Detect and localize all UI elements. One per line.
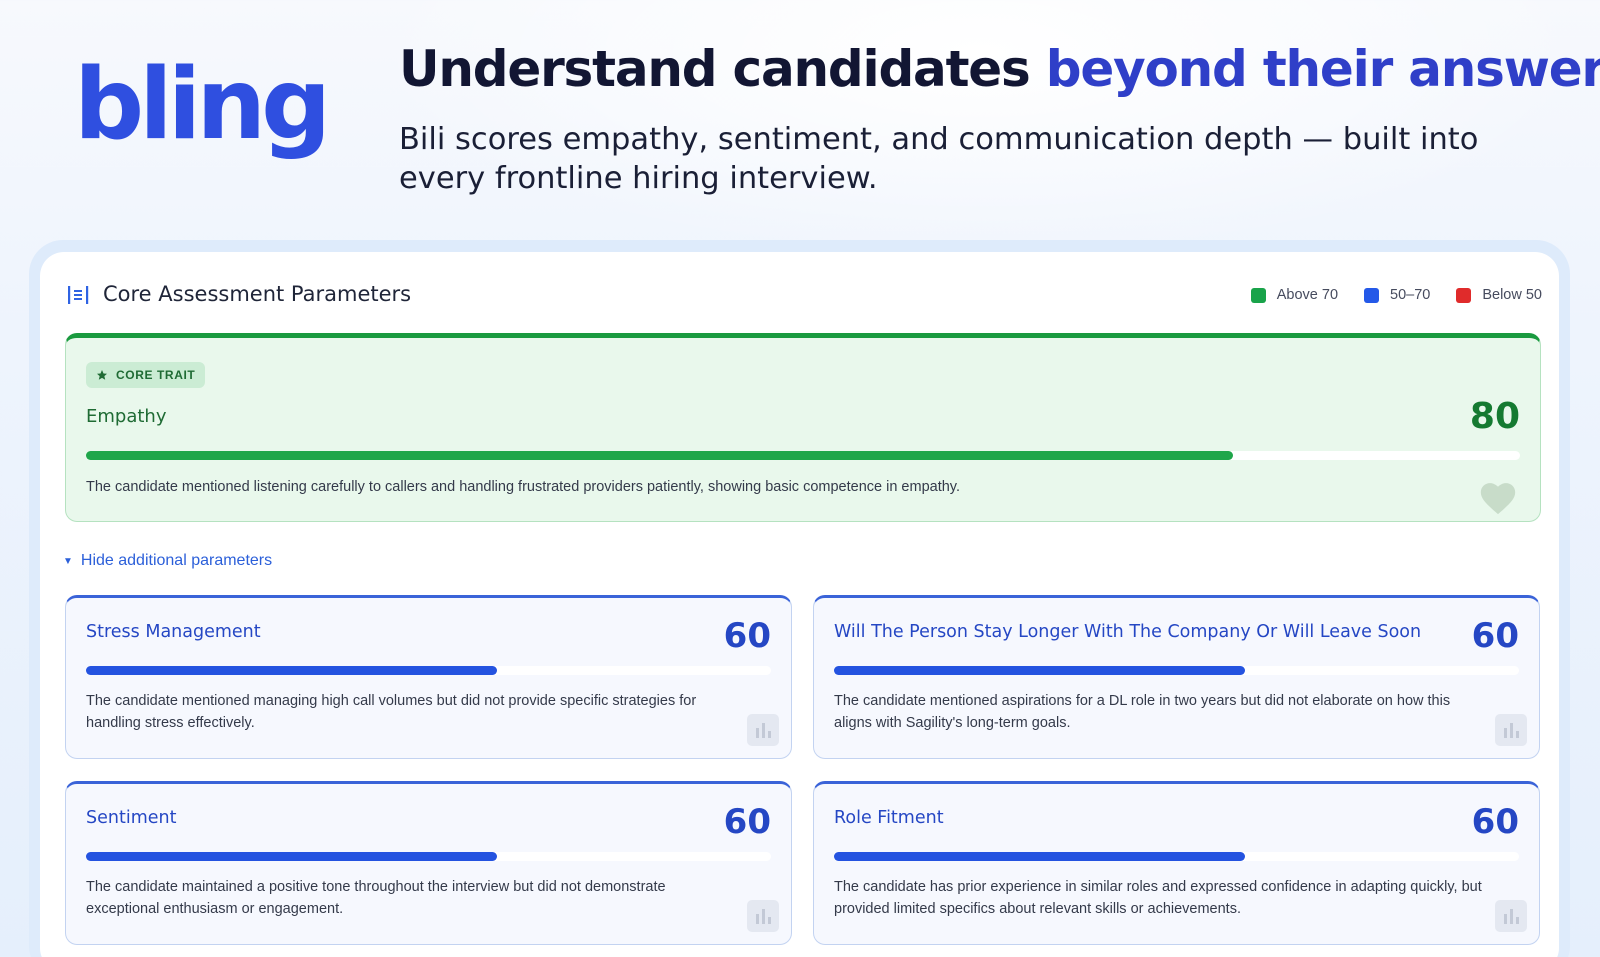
parameter-description: The candidate mentioned aspirations for … [834,693,1451,731]
legend-label: 50–70 [1390,287,1431,303]
panel-title: Core Assessment Parameters [103,282,412,306]
list-icon [68,286,89,304]
parameter-progress-track [86,852,771,861]
parameter-progress-track [834,852,1519,861]
core-trait-progress-fill [86,451,1234,460]
legend-swatch [1250,287,1266,303]
hide-parameters-toggle[interactable]: ▼ Hide additional parameters [63,552,272,570]
core-trait-card: CORE TRAIT Empathy 80 The candidate ment… [65,333,1541,522]
hero-title-part1: Understand candidates [399,40,1031,98]
legend-item-above-70: Above 70 [1250,287,1339,303]
parameter-score: 60 [723,802,771,842]
caret-down-icon: ▼ [63,555,73,567]
parameter-progress-fill [834,852,1245,861]
parameter-name: Role Fitment [834,808,944,828]
parameter-description: The candidate mentioned managing high ca… [86,693,697,731]
legend-item-50-70: 50–70 [1364,287,1430,303]
legend-item-below-50: Below 50 [1456,287,1542,303]
core-trait-badge-label: CORE TRAIT [116,368,196,382]
parameter-score: 60 [1471,616,1519,656]
core-trait-progress-track [86,451,1520,460]
legend-label: Below 50 [1482,287,1542,303]
parameter-description: The candidate maintained a positive tone… [86,879,666,917]
bar-chart-icon[interactable] [747,714,779,746]
core-trait-description: The candidate mentioned listening carefu… [86,479,960,495]
score-legend: Above 70 50–70 Below 50 [1250,287,1542,303]
parameter-name: Stress Management [86,622,261,642]
parameter-progress-fill [86,666,497,675]
parameter-score: 60 [723,616,771,656]
parameter-progress-fill [86,852,497,861]
hero-title-part2: beyond their answers. [1045,40,1600,98]
legend-label: Above 70 [1276,287,1339,303]
bar-chart-icon[interactable] [747,900,779,932]
parameter-progress-track [86,666,771,675]
legend-swatch [1364,287,1380,303]
hide-parameters-label: Hide additional parameters [80,552,273,569]
parameter-description: The candidate has prior experience in si… [834,879,1482,917]
hero-subtitle: Bili scores empathy, sentiment, and comm… [399,122,1479,196]
star-icon [97,370,107,380]
heart-icon [1480,483,1516,515]
bar-chart-icon[interactable] [1495,714,1527,746]
parameter-card-sentiment: Sentiment 60 The candidate maintained a … [65,781,792,945]
bling-logo: bling [74,48,331,162]
core-trait-score: 80 [1469,396,1520,437]
core-trait-name: Empathy [86,406,167,427]
hero-title: Understand candidates beyond their answe… [399,40,1600,98]
parameter-progress-track [834,666,1519,675]
core-trait-badge: CORE TRAIT [86,362,206,388]
parameter-progress-fill [834,666,1245,675]
legend-swatch [1456,287,1472,303]
parameter-name: Will The Person Stay Longer With The Com… [834,622,1422,642]
bar-chart-icon[interactable] [1495,900,1527,932]
parameter-card-role-fitment: Role Fitment 60 The candidate has prior … [813,781,1540,945]
parameter-card-stress-management: Stress Management 60 The candidate menti… [65,595,792,759]
parameter-name: Sentiment [86,808,177,828]
parameter-card-tenure: Will The Person Stay Longer With The Com… [813,595,1540,759]
header-glow [360,0,1600,260]
parameter-score: 60 [1471,802,1519,842]
